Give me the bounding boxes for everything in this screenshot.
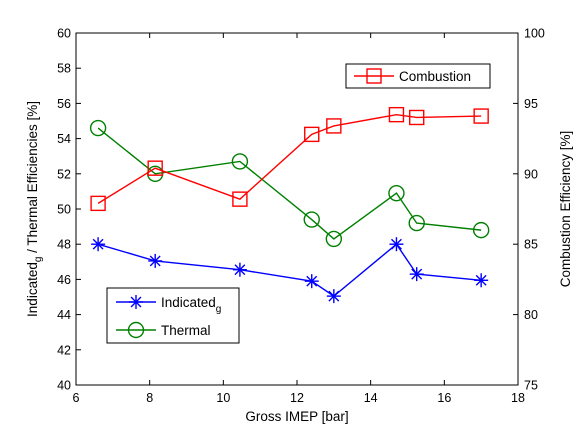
legend-combustion-marker xyxy=(366,68,382,84)
series-line-thermal xyxy=(97,127,482,240)
data-point xyxy=(304,274,319,289)
legend-indicated-name: Indicated xyxy=(161,295,216,310)
series-layer xyxy=(89,106,490,304)
data-point xyxy=(303,211,320,228)
x-tick-label: 14 xyxy=(364,391,378,405)
series-combustion xyxy=(90,106,489,212)
y-tick-label: 58 xyxy=(57,62,71,76)
series-line-combustion xyxy=(97,113,482,204)
data-point xyxy=(326,289,341,304)
data-point xyxy=(232,262,247,277)
series-indicated xyxy=(91,237,489,304)
y-axis-label-rest: / Thermal Efficiencies [%] xyxy=(25,101,40,257)
y2-tick-label: 90 xyxy=(524,167,538,181)
x-tick-label: 10 xyxy=(216,391,230,405)
x-tick-label: 16 xyxy=(437,391,451,405)
legend-left: Indicatedg Thermal xyxy=(106,287,240,344)
legend-indicated-asterisk xyxy=(129,295,143,309)
data-point xyxy=(409,267,424,282)
data-point xyxy=(326,118,342,134)
legend-thermal-marker xyxy=(127,321,145,339)
y-axis-ticks: 40 42 44 46 48 50 52 54 56 58 60 xyxy=(57,27,81,393)
data-point xyxy=(89,119,107,137)
y2-tick-label: 95 xyxy=(524,97,538,111)
y-tick-label: 52 xyxy=(57,167,71,181)
data-point xyxy=(389,237,404,252)
y2-tick-label: 80 xyxy=(524,308,538,322)
data-point xyxy=(231,153,249,170)
y-tick-label: 42 xyxy=(57,343,71,357)
data-point xyxy=(388,106,405,123)
data-point xyxy=(473,108,489,124)
x-tick-label: 6 xyxy=(73,391,80,405)
y2-axis-label: Combustion Efficiency [%] xyxy=(558,131,573,288)
data-point xyxy=(474,273,489,288)
y-tick-label: 48 xyxy=(57,238,71,252)
y-tick-label: 46 xyxy=(57,273,71,287)
x-tick-label: 12 xyxy=(290,391,304,405)
series-line-indicated xyxy=(97,243,482,297)
y-tick-label: 56 xyxy=(57,97,71,111)
data-point xyxy=(304,126,320,143)
y2-tick-label: 75 xyxy=(524,379,538,393)
x-tick-label: 8 xyxy=(146,391,153,405)
data-point xyxy=(148,253,163,268)
x-tick-label: 18 xyxy=(511,391,525,405)
y2-tick-label: 100 xyxy=(524,27,545,41)
y-tick-label: 54 xyxy=(57,132,71,146)
y-tick-label: 40 xyxy=(57,379,71,393)
legend-combustion-label: Combustion xyxy=(399,69,471,84)
data-point xyxy=(472,221,490,239)
legend-indicated-label: Indicatedg xyxy=(161,295,221,315)
y-axis-label-subscript: g xyxy=(33,257,44,263)
legend-indicated-marker xyxy=(129,295,143,309)
x-axis-ticks: 6 8 10 12 14 16 18 xyxy=(73,33,525,405)
y-tick-label: 44 xyxy=(57,308,71,322)
legend-indicated-subscript: g xyxy=(216,304,222,315)
y2-tick-label: 85 xyxy=(524,238,538,252)
y-axis-label-main: Indicated xyxy=(25,262,40,317)
legend-thermal-label: Thermal xyxy=(161,323,211,338)
x-axis-label: Gross IMEP [bar] xyxy=(245,409,348,424)
data-point xyxy=(408,214,425,232)
data-point xyxy=(388,184,405,202)
data-point xyxy=(409,109,425,126)
data-point xyxy=(232,191,248,207)
y-axis-label: Indicatedg / Thermal Efficiencies [%] xyxy=(25,101,44,317)
data-point xyxy=(325,230,343,248)
y2-axis-ticks: 75 80 85 90 95 100 xyxy=(513,27,545,393)
y-tick-label: 60 xyxy=(57,27,71,41)
data-point xyxy=(147,160,163,176)
data-point xyxy=(91,237,106,252)
y-tick-label: 50 xyxy=(57,203,71,217)
legend-right: Combustion xyxy=(345,63,491,89)
data-point xyxy=(90,195,106,212)
